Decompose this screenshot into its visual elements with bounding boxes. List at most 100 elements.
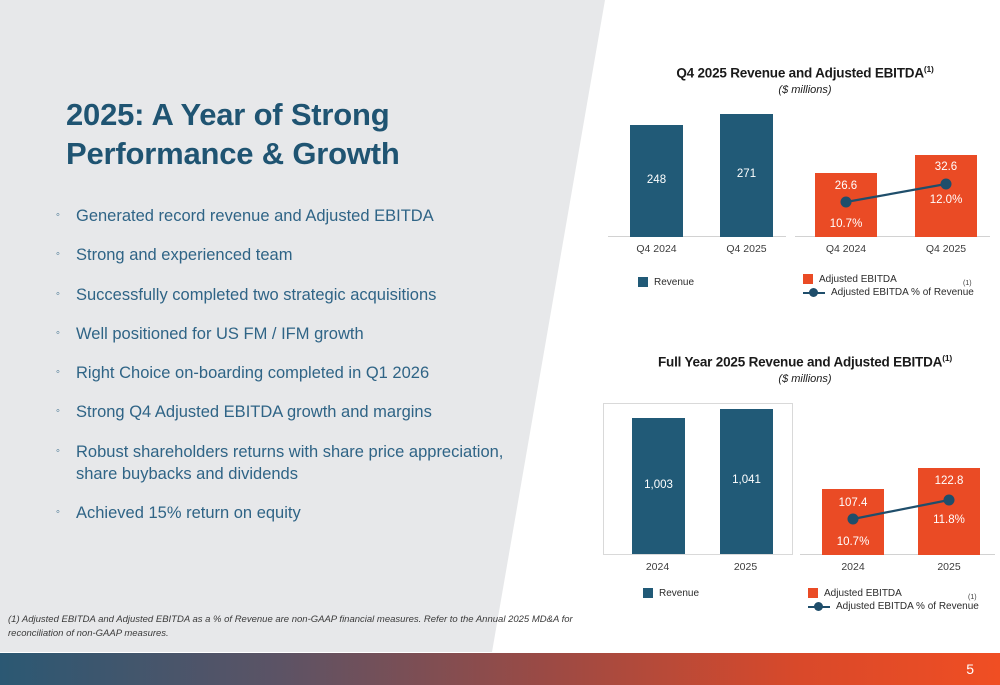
bullet-marker-icon: ◦ — [56, 405, 60, 418]
chart-q4-ebitda-legend: Adjusted EBITDA Adjusted EBITDA % of Rev… — [803, 274, 993, 300]
legend-swatch-icon — [803, 274, 813, 284]
x-tick-label: Q4 2025 — [726, 242, 767, 255]
list-item: ◦ Robust shareholders returns with share… — [56, 441, 516, 486]
x-axis-line — [608, 235, 786, 237]
list-item: ◦ Strong and experienced team — [56, 244, 516, 266]
chart-q4-subtitle: ($ millions) — [778, 83, 832, 96]
bullet-marker-icon: ◦ — [56, 209, 60, 221]
margin-value-label: 10.7% — [829, 218, 863, 230]
legend-item-adjusted-ebitda: Adjusted EBITDA — [803, 274, 993, 285]
bar-value-label: 1,003 — [644, 478, 673, 491]
list-item: ◦ Well positioned for US FM / IFM growth — [56, 323, 516, 345]
legend-label: Adjusted EBITDA % of Revenue — [836, 600, 979, 612]
legend-item-ebitda-margin: Adjusted EBITDA % of Revenue — [808, 601, 998, 612]
legend-item-adjusted-ebitda: Adjusted EBITDA — [808, 588, 998, 599]
bar-value-label: 32.6 — [934, 160, 958, 173]
chart-full-year-2025: Full Year 2025 Revenue and Adjusted EBIT… — [603, 353, 995, 653]
legend-label: Revenue — [659, 587, 700, 599]
chart-q4-revenue-legend: Revenue — [638, 277, 694, 290]
legend-superscript: (1) — [968, 593, 977, 601]
legend-label: Adjusted EBITDA — [824, 587, 902, 599]
page-number: 5 — [966, 661, 974, 677]
footnote-text: (1) Adjusted EBITDA and Adjusted EBITDA … — [8, 614, 573, 639]
list-item-label: Strong Q4 Adjusted EBITDA growth and mar… — [76, 403, 432, 422]
legend-line-marker-icon — [808, 601, 830, 611]
bullet-marker-icon: ◦ — [56, 287, 60, 300]
x-tick-label: 2025 — [937, 560, 961, 573]
margin-value-label: 10.7% — [836, 536, 870, 548]
bar-value-label: 26.6 — [834, 179, 858, 192]
margin-value-label: 12.0% — [929, 194, 963, 206]
chart-fy-title-superscript: (1) — [942, 353, 952, 363]
list-item: ◦ Strong Q4 Adjusted EBITDA growth and m… — [56, 401, 516, 423]
bar-value-label: 107.4 — [838, 496, 868, 509]
legend-item-revenue: Revenue — [638, 277, 694, 288]
list-item: ◦ Achieved 15% return on equity — [56, 502, 516, 524]
list-item-label: Right Choice on-boarding completed in Q1… — [76, 364, 430, 383]
x-axis-line — [800, 553, 995, 555]
chart-q4-revenue-pane: 248 271 Q4 2024 Q4 2025 Revenue — [608, 112, 786, 288]
margin-value-label: 11.8% — [933, 514, 965, 526]
bar-fy-2025-ebitda: 122.8 11.8% — [918, 467, 980, 555]
x-tick-label: Q4 2024 — [825, 242, 867, 255]
x-tick-label: 2024 — [841, 560, 865, 573]
highlights-list: ◦ Generated record revenue and Adjusted … — [56, 205, 516, 541]
chart-q4-ebitda-plot: 26.6 10.7% 32.6 12.0% — [795, 112, 990, 237]
chart-fy-ebitda-plot: 107.4 10.7% 122.8 11.8% — [800, 403, 995, 555]
chart-q4-revenue-category-axis: Q4 2024 Q4 2025 — [608, 243, 786, 259]
bar-q4-2024-ebitda: 26.6 10.7% — [815, 172, 877, 237]
chart-fy-ebitda-pane: 107.4 10.7% 122.8 11.8% 2024 — [800, 403, 995, 612]
chart-q4-title: Q4 2025 Revenue and Adjusted EBITDA(1) — [620, 64, 990, 81]
chart-q4-ebitda-pane: 26.6 10.7% 32.6 12.0% Q4 2024 — [795, 112, 990, 298]
list-item-label: Robust shareholders returns with share p… — [76, 442, 504, 483]
bar-value-label: 122.8 — [934, 474, 964, 487]
chart-fy-revenue-pane: 1,003 1,041 2024 2025 Revenue — [603, 402, 793, 599]
chart-fy-revenue-category-axis: 2024 2025 — [603, 561, 793, 577]
bar-q4-2025-revenue: 271 — [720, 113, 773, 237]
list-item-label: Achieved 15% return on equity — [76, 504, 301, 523]
x-tick-label: 2024 — [645, 560, 670, 573]
bar-q4-2025-ebitda: 32.6 12.0% — [915, 154, 977, 237]
legend-swatch-icon — [638, 277, 648, 287]
bullet-marker-icon: ◦ — [56, 248, 60, 261]
list-item-label: Generated record revenue and Adjusted EB… — [76, 207, 434, 225]
bar-fy-2024-ebitda: 107.4 10.7% — [822, 488, 884, 555]
legend-label: Adjusted EBITDA — [819, 273, 897, 285]
chart-q4-revenue-plot: 248 271 — [608, 112, 786, 237]
chart-fy-revenue-legend: Revenue — [643, 588, 699, 601]
chart-q4-ebitda-category-axis: Q4 2024 Q4 2025 — [795, 243, 990, 259]
chart-fy-subtitle: ($ millions) — [778, 372, 832, 385]
list-item: ◦ Generated record revenue and Adjusted … — [56, 205, 516, 227]
chart-fy-revenue-plot: 1,003 1,041 — [603, 402, 793, 555]
legend-line-marker-icon — [803, 287, 825, 297]
legend-item-revenue: Revenue — [643, 588, 699, 599]
chart-q4-title-text: Q4 2025 Revenue and Adjusted EBITDA — [676, 65, 924, 81]
bar-value-label: 271 — [736, 168, 757, 181]
x-tick-label: 2025 — [733, 560, 758, 573]
bullet-marker-icon: ◦ — [56, 444, 60, 457]
x-tick-label: Q4 2024 — [636, 242, 677, 255]
slide-background-gray-panel — [0, 0, 605, 652]
list-item: ◦ Right Choice on-boarding completed in … — [56, 362, 516, 384]
legend-label: Adjusted EBITDA % of Revenue — [831, 286, 974, 298]
chart-q4-title-superscript: (1) — [923, 64, 934, 74]
chart-q4-2025: Q4 2025 Revenue and Adjusted EBITDA(1) (… — [608, 64, 990, 362]
list-item-label: Well positioned for US FM / IFM growth — [76, 324, 364, 343]
bar-fy-2024-revenue: 1,003 — [632, 417, 685, 554]
legend-swatch-icon — [643, 588, 653, 598]
list-item-label: Strong and experienced team — [76, 246, 293, 265]
list-item-label: Successfully completed two strategic acq… — [76, 285, 437, 304]
bullet-marker-icon: ◦ — [56, 506, 60, 519]
bullet-marker-icon: ◦ — [56, 366, 60, 379]
bar-value-label: 248 — [646, 173, 667, 186]
footer-bar: 5 — [0, 653, 1000, 685]
legend-label: Revenue — [654, 276, 695, 288]
page-title: 2025: A Year of Strong Performance & Gro… — [66, 97, 400, 171]
bar-q4-2024-revenue: 248 — [630, 124, 683, 237]
list-item: ◦ Successfully completed two strategic a… — [56, 284, 516, 306]
x-tick-label: Q4 2025 — [925, 242, 967, 255]
bar-fy-2025-revenue: 1,041 — [720, 408, 773, 554]
chart-fy-title: Full Year 2025 Revenue and Adjusted EBIT… — [620, 353, 990, 370]
x-axis-line — [795, 235, 990, 237]
